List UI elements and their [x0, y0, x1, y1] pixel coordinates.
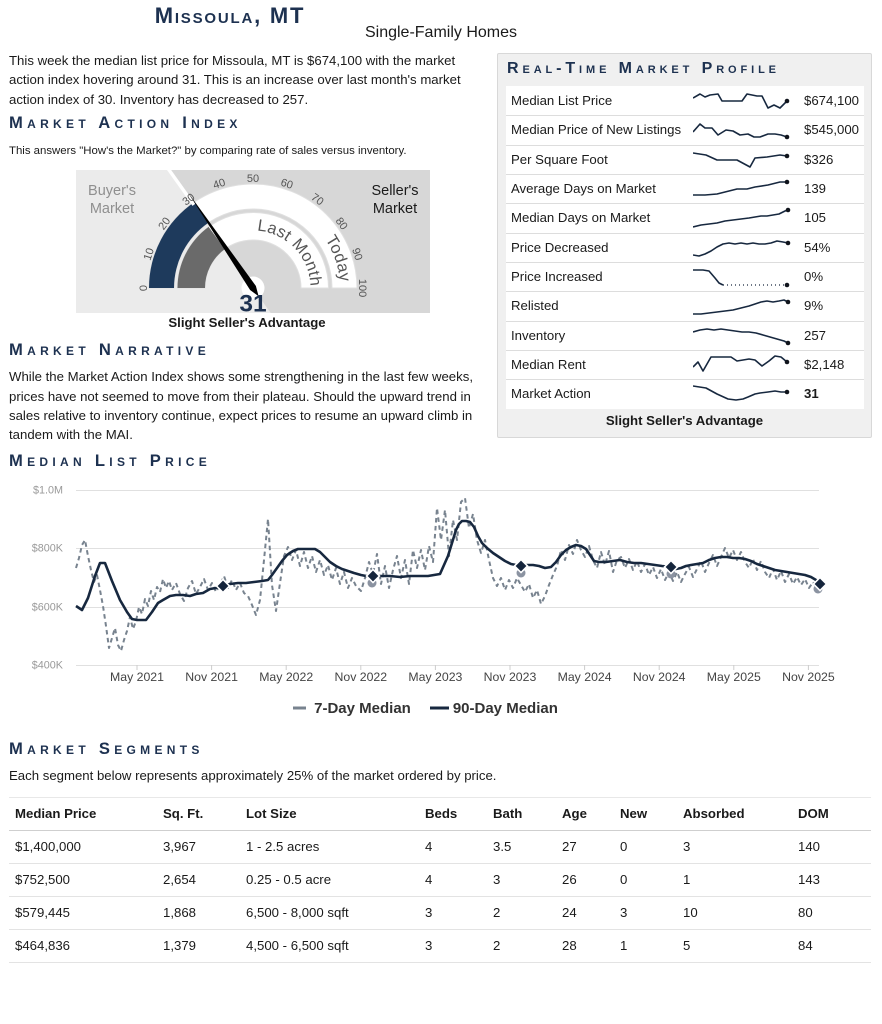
svg-text:60: 60 — [279, 177, 294, 192]
svg-text:Nov 2025: Nov 2025 — [782, 670, 835, 684]
svg-text:20: 20 — [156, 215, 173, 232]
svg-text:$1.0M: $1.0M — [33, 485, 63, 497]
svg-text:90: 90 — [349, 247, 364, 262]
svg-text:100: 100 — [356, 279, 368, 297]
svg-text:30: 30 — [180, 191, 197, 208]
svg-text:May 2022: May 2022 — [259, 670, 313, 684]
svg-text:40: 40 — [212, 177, 227, 192]
svg-text:31: 31 — [239, 291, 266, 314]
svg-text:May 2024: May 2024 — [558, 670, 612, 684]
svg-text:May 2021: May 2021 — [110, 670, 164, 684]
svg-text:Nov 2024: Nov 2024 — [633, 670, 686, 684]
svg-text:0: 0 — [138, 285, 150, 291]
svg-text:80: 80 — [333, 215, 350, 232]
svg-text:Nov 2021: Nov 2021 — [185, 670, 238, 684]
svg-text:May 2025: May 2025 — [707, 670, 761, 684]
svg-text:Nov 2022: Nov 2022 — [334, 670, 387, 684]
svg-text:$800K: $800K — [32, 543, 64, 555]
svg-text:$600K: $600K — [32, 602, 64, 614]
svg-text:$400K: $400K — [32, 660, 64, 672]
svg-text:50: 50 — [247, 173, 259, 185]
svg-text:10: 10 — [142, 247, 157, 262]
svg-text:70: 70 — [309, 191, 326, 208]
svg-text:May 2023: May 2023 — [408, 670, 462, 684]
svg-text:Nov 2023: Nov 2023 — [484, 670, 537, 684]
